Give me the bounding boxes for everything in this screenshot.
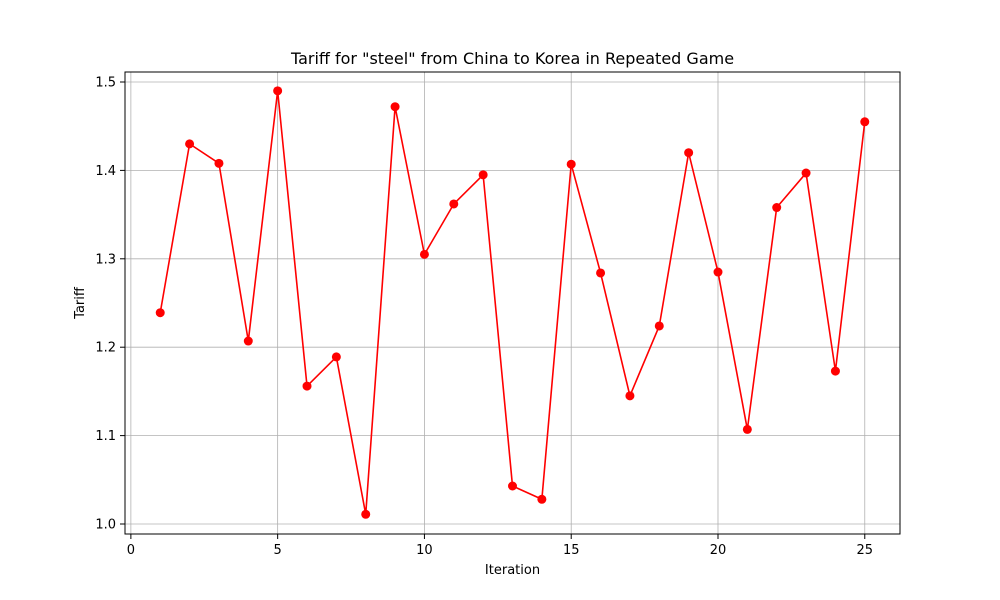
- tariff-point: [742, 424, 752, 434]
- tariff-point: [684, 148, 694, 158]
- tariff-point: [449, 199, 459, 209]
- y-tick-label: 1.2: [95, 341, 116, 356]
- x-tick-label: 5: [274, 543, 282, 558]
- x-tick-label: 0: [127, 543, 135, 558]
- x-axis-label: Iteration: [485, 563, 540, 578]
- x-tick-label: 10: [416, 543, 433, 558]
- plot-area-background: [125, 72, 900, 534]
- tariff-point: [654, 321, 664, 331]
- y-tick-label: 1.1: [95, 429, 116, 444]
- tariff-point: [508, 481, 517, 491]
- tariff-point: [625, 391, 635, 401]
- tariff-point: [273, 86, 283, 96]
- tariff-point: [713, 267, 723, 277]
- tariff-point: [419, 249, 429, 259]
- y-tick-label: 1.4: [95, 164, 116, 179]
- chart-title: Tariff for "steel" from China to Korea i…: [290, 49, 734, 68]
- tariff-point: [214, 158, 224, 168]
- tariff-point: [390, 102, 400, 112]
- tariff-point: [243, 336, 253, 346]
- tariff-point: [596, 268, 606, 278]
- axis-ticks: 0 5 10 15 20 25 1.0 1.1 1.2 1.3 1.4 1.5: [95, 75, 873, 558]
- tariff-point: [566, 159, 576, 169]
- tariff-point: [772, 203, 782, 213]
- x-tick-label: 20: [710, 543, 727, 558]
- grid-lines: [125, 72, 900, 534]
- plot-frame: [124, 71, 901, 535]
- x-tick-label: 15: [563, 543, 580, 558]
- tariff-point: [860, 117, 870, 127]
- tariff-point: [830, 366, 840, 376]
- tariff-point: [537, 494, 547, 504]
- y-tick-label: 1.3: [95, 252, 116, 267]
- y-tick-label: 1.0: [95, 518, 116, 533]
- tariff-series: [155, 86, 870, 519]
- tariff-point: [331, 352, 341, 362]
- tariff-point: [361, 509, 371, 519]
- y-tick-label: 1.5: [95, 75, 116, 90]
- tariff-point: [302, 381, 312, 391]
- y-axis-label: Tariff: [73, 286, 88, 320]
- tariff-point: [155, 308, 165, 318]
- tariff-point: [478, 170, 488, 180]
- tariff-point: [185, 139, 195, 149]
- tariff-point: [801, 168, 811, 178]
- x-tick-label: 25: [856, 543, 873, 558]
